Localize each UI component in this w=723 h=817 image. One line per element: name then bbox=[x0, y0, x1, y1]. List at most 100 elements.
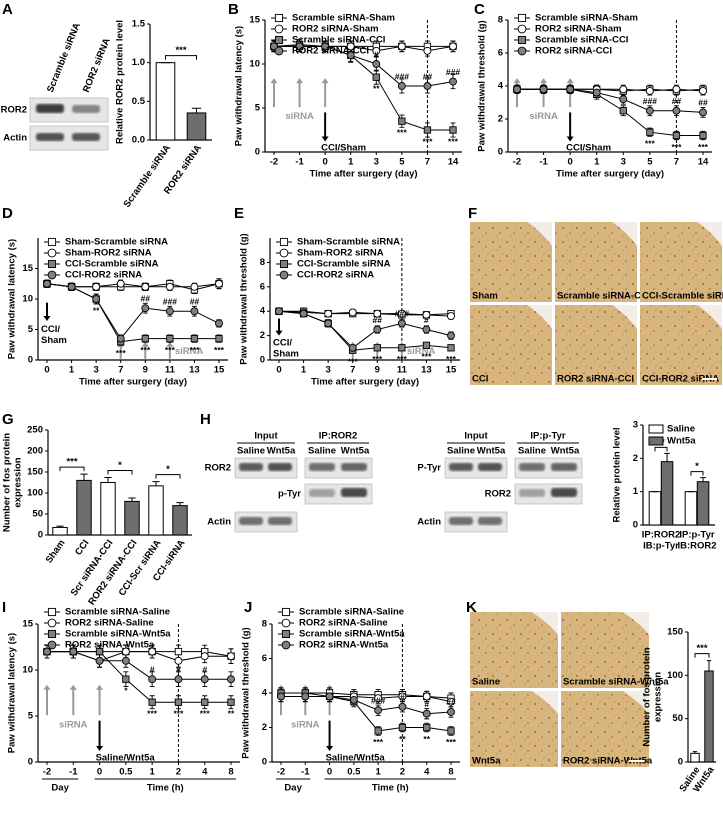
y-tick-label: 0 bbox=[28, 757, 33, 768]
marker bbox=[449, 42, 457, 51]
marker bbox=[447, 344, 455, 352]
tissue-edge bbox=[622, 612, 649, 635]
marker bbox=[397, 319, 406, 328]
x-axis-label: Time after surgery (day) bbox=[79, 377, 187, 388]
marker bbox=[122, 675, 130, 683]
panel-letter: A bbox=[2, 1, 13, 18]
significance: *** bbox=[116, 348, 127, 358]
marker bbox=[227, 698, 235, 706]
arrow-head bbox=[566, 78, 574, 84]
bar bbox=[186, 112, 207, 141]
bar bbox=[660, 461, 674, 526]
series-line bbox=[274, 45, 454, 87]
y-tick-label: 1.5 bbox=[132, 19, 146, 30]
row-label: ROR2 bbox=[1, 105, 27, 116]
marker bbox=[566, 85, 575, 94]
significance: ** bbox=[399, 734, 406, 744]
annotation: CCI/ bbox=[41, 324, 60, 335]
y-tick-label: 0 bbox=[255, 147, 260, 158]
image-caption: Saline bbox=[472, 677, 500, 688]
marker bbox=[281, 629, 291, 639]
blot-band bbox=[449, 463, 473, 471]
y-tick-label: 0 bbox=[262, 757, 267, 768]
significance: ### bbox=[395, 309, 409, 319]
panel-letter: J bbox=[244, 599, 252, 616]
significance-bracket bbox=[694, 653, 710, 658]
x-tick-label: 4 bbox=[424, 767, 430, 778]
row-label: Actin bbox=[207, 517, 231, 528]
marker bbox=[166, 335, 174, 343]
image-caption: Sham bbox=[472, 291, 498, 302]
marker bbox=[279, 259, 289, 269]
blot-band bbox=[478, 463, 502, 471]
arrow-head bbox=[141, 341, 149, 347]
lane-label: Wnt5a bbox=[477, 446, 506, 457]
x-tick-label: IP:ROR2 bbox=[642, 530, 681, 541]
error-bar bbox=[692, 751, 698, 754]
marker bbox=[279, 237, 289, 247]
blot-band bbox=[268, 463, 292, 471]
row-label: ROR2 bbox=[485, 489, 511, 500]
annotation: Sham bbox=[273, 348, 299, 359]
lane-label: Saline bbox=[308, 446, 336, 457]
marker bbox=[190, 307, 199, 316]
bar bbox=[52, 526, 68, 536]
arrow-head bbox=[275, 330, 283, 336]
x-tick-label: 7 bbox=[350, 365, 355, 376]
marker bbox=[699, 131, 707, 140]
image-caption: CCI-Scramble siRNA bbox=[642, 291, 723, 302]
arrow-head bbox=[166, 341, 174, 347]
significance: *** bbox=[214, 345, 225, 355]
significance: ** bbox=[423, 734, 430, 744]
marker bbox=[699, 108, 707, 117]
marker bbox=[279, 248, 289, 258]
marker bbox=[141, 304, 150, 313]
x-tick-label: 0 bbox=[97, 767, 102, 778]
histology-image bbox=[640, 222, 722, 302]
significance: ## bbox=[141, 293, 151, 303]
significance-bracket bbox=[690, 471, 704, 476]
tissue-edge bbox=[697, 222, 722, 246]
x-tick-label: CCI bbox=[73, 538, 91, 558]
blot-band bbox=[341, 463, 367, 471]
legend-label: ROR2 siRNA-CCI bbox=[292, 46, 369, 57]
marker bbox=[95, 647, 104, 656]
marker bbox=[672, 106, 681, 115]
error-bar bbox=[104, 476, 112, 483]
panel-letter: H bbox=[200, 411, 211, 428]
y-axis-label: Relative ROR2 protein level bbox=[115, 20, 126, 144]
marker bbox=[619, 107, 627, 115]
significance: *** bbox=[189, 345, 200, 355]
x-tick-label: -1 bbox=[301, 767, 310, 778]
x-tick-label: 1 bbox=[149, 767, 155, 778]
significance: # bbox=[374, 49, 379, 59]
x-tick-label: Scramble siRNA bbox=[122, 143, 173, 210]
marker bbox=[121, 647, 130, 656]
x-tick-label: 0 bbox=[322, 157, 327, 168]
x-group-label: Time (h) bbox=[372, 783, 409, 794]
image-caption: Wnt5a bbox=[472, 756, 501, 767]
significance: * bbox=[124, 685, 128, 695]
y-tick-label: 5 bbox=[255, 103, 261, 114]
y-axis-label: Paw withdrawal threshold (g) bbox=[477, 20, 488, 151]
x-tick-label: 1 bbox=[594, 157, 600, 168]
arrow-head bbox=[326, 745, 334, 751]
arrow-head bbox=[43, 315, 51, 321]
marker bbox=[372, 73, 380, 81]
significance: # bbox=[202, 664, 207, 674]
x-tick-label: 3 bbox=[621, 157, 626, 168]
histology-image bbox=[561, 612, 649, 688]
arrow-head bbox=[321, 78, 329, 84]
y-axis-label: expression bbox=[653, 672, 664, 722]
bar bbox=[155, 62, 176, 141]
arrow-head bbox=[96, 745, 104, 751]
significance: ## bbox=[672, 96, 682, 106]
x-tick-label: 11 bbox=[397, 365, 408, 376]
x-axis-label: Time after surgery (day) bbox=[311, 377, 419, 388]
significance-bracket bbox=[155, 474, 181, 479]
marker bbox=[398, 117, 406, 125]
y-tick-label: 8 bbox=[498, 15, 503, 26]
marker bbox=[422, 310, 431, 319]
annotation: Saline/Wnt5a bbox=[326, 752, 386, 763]
error-bar bbox=[152, 481, 160, 486]
